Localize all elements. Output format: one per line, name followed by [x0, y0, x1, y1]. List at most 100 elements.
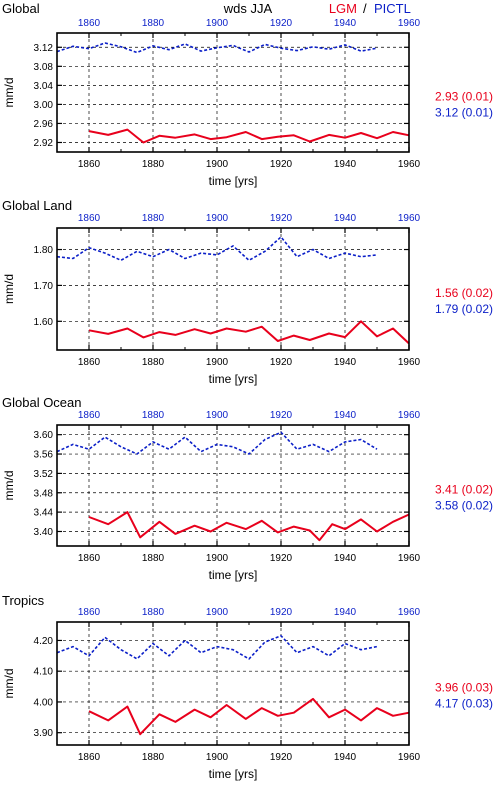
- x-tick-label-top: 1920: [270, 213, 293, 224]
- x-tick-label-top: 1880: [142, 410, 165, 421]
- x-tick-label-top: 1860: [78, 607, 101, 618]
- y-tick-label: 3.08: [34, 62, 54, 73]
- x-tick-label-top: 1900: [206, 410, 229, 421]
- pictl-series-line: [56, 431, 378, 455]
- lgm-series-line: [88, 128, 410, 144]
- x-axis-label: time [yrs]: [209, 568, 258, 582]
- y-tick-label: 3.44: [34, 508, 54, 519]
- lgm-series-line: [88, 320, 410, 345]
- x-tick-label: 1920: [270, 357, 293, 368]
- y-tick-label: 1.70: [34, 281, 54, 292]
- pictl-series-line: [56, 42, 378, 54]
- chart-panel: Global Land 1.56 (0.02) 1.79 (0.02) 1.80 1.7…: [2, 198, 493, 386]
- y-tick-label: 3.56: [34, 450, 54, 461]
- pictl-mean-label: 3.12 (0.01): [435, 106, 493, 120]
- x-tick-label-top: 1960: [398, 18, 421, 29]
- x-tick-label: 1940: [334, 159, 357, 170]
- x-tick-label: 1960: [398, 357, 421, 368]
- pictl-mean-label: 4.17 (0.03): [435, 697, 493, 711]
- x-tick-label-top: 1920: [270, 18, 293, 29]
- x-tick-label-top: 1940: [334, 410, 357, 421]
- y-tick-label: 1.80: [34, 245, 54, 256]
- x-axis-label: time [yrs]: [209, 174, 258, 188]
- panel-title: Global Ocean: [2, 395, 82, 410]
- legend-separator: /: [363, 1, 367, 16]
- x-tick-label-top: 1940: [334, 18, 357, 29]
- y-tick-label: 4.10: [34, 667, 54, 678]
- x-tick-label-top: 1880: [142, 18, 165, 29]
- pictl-mean-label: 3.58 (0.02): [435, 499, 493, 513]
- y-tick-label: 1.60: [34, 317, 54, 328]
- x-tick-label: 1940: [334, 553, 357, 564]
- plot-frame: [56, 424, 410, 547]
- y-tick-label: 3.00: [34, 100, 54, 111]
- y-tick-label: 3.40: [34, 527, 54, 538]
- y-tick-label: 3.52: [34, 469, 54, 480]
- x-tick-label-top: 1940: [334, 213, 357, 224]
- chart-panel: Global Ocean 3.41 (0.02) 3.58 (0.02) 3.60 3.…: [2, 395, 493, 582]
- x-tick-label: 1900: [206, 357, 229, 368]
- x-tick-label: 1880: [142, 752, 165, 763]
- global-header-title: Global: [2, 1, 40, 16]
- x-tick-label: 1920: [270, 159, 293, 170]
- x-tick-label: 1860: [78, 357, 101, 368]
- x-axis-label: time [yrs]: [209, 767, 258, 781]
- y-tick-label: 3.90: [34, 728, 54, 739]
- y-tick-label: 2.96: [34, 119, 54, 130]
- x-tick-label: 1960: [398, 553, 421, 564]
- x-tick-label: 1920: [270, 553, 293, 564]
- x-tick-label-top: 1900: [206, 18, 229, 29]
- x-tick-label: 1900: [206, 553, 229, 564]
- x-tick-label-top: 1900: [206, 213, 229, 224]
- pictl-series-line: [56, 634, 378, 660]
- x-axis-label: time [yrs]: [209, 372, 258, 386]
- x-tick-label: 1860: [78, 159, 101, 170]
- y-axis-label: mm/d: [2, 471, 16, 501]
- x-tick-label: 1860: [78, 752, 101, 763]
- x-tick-label: 1920: [270, 752, 293, 763]
- x-tick-label-top: 1900: [206, 607, 229, 618]
- y-tick-label: 4.00: [34, 697, 54, 708]
- plot-frame: [56, 32, 410, 153]
- panel-title: Global Land: [2, 198, 72, 213]
- legend-lgm-label: LGM: [329, 1, 357, 16]
- x-tick-label-top: 1960: [398, 213, 421, 224]
- y-tick-label: 4.20: [34, 636, 54, 647]
- x-tick-label-top: 1920: [270, 410, 293, 421]
- x-tick-label-top: 1920: [270, 607, 293, 618]
- x-tick-label-top: 1860: [78, 213, 101, 224]
- x-tick-label-top: 1880: [142, 213, 165, 224]
- y-axis-label: mm/d: [2, 78, 16, 108]
- pictl-mean-label: 1.79 (0.02): [435, 302, 493, 316]
- lgm-mean-label: 1.56 (0.02): [435, 286, 493, 300]
- plot-frame: [56, 227, 410, 351]
- x-tick-label: 1860: [78, 553, 101, 564]
- x-tick-label: 1880: [142, 553, 165, 564]
- chart-panel: 2.93 (0.01) 3.12 (0.01) 3.12 3.08 3.04 3.00 2.…: [2, 18, 493, 188]
- y-axis-label: mm/d: [2, 669, 16, 699]
- y-tick-label: 2.92: [34, 138, 54, 149]
- x-tick-label-top: 1860: [78, 410, 101, 421]
- y-tick-label: 3.48: [34, 488, 54, 499]
- lgm-mean-label: 2.93 (0.01): [435, 90, 493, 104]
- x-tick-label: 1900: [206, 159, 229, 170]
- x-tick-label: 1880: [142, 357, 165, 368]
- y-axis-label: mm/d: [2, 274, 16, 304]
- x-tick-label-top: 1960: [398, 410, 421, 421]
- season-title: wds JJA: [223, 1, 273, 16]
- x-tick-label-top: 1860: [78, 18, 101, 29]
- lgm-mean-label: 3.41 (0.02): [435, 483, 493, 497]
- x-tick-label: 1900: [206, 752, 229, 763]
- y-tick-label: 3.60: [34, 430, 54, 441]
- lgm-mean-label: 3.96 (0.03): [435, 681, 493, 695]
- y-tick-label: 3.12: [34, 43, 54, 54]
- y-tick-label: 3.04: [34, 81, 54, 92]
- x-tick-label: 1880: [142, 159, 165, 170]
- x-tick-label-top: 1940: [334, 607, 357, 618]
- chart-panel: Tropics 3.96 (0.03) 4.17 (0.03) 4.20 4.10 4.0…: [2, 593, 493, 781]
- legend-pictl-label: PICTL: [374, 1, 411, 16]
- panels: 2.93 (0.01) 3.12 (0.01) 3.12 3.08 3.04 3.00 2.…: [2, 18, 493, 781]
- x-tick-label: 1940: [334, 752, 357, 763]
- x-tick-label: 1960: [398, 752, 421, 763]
